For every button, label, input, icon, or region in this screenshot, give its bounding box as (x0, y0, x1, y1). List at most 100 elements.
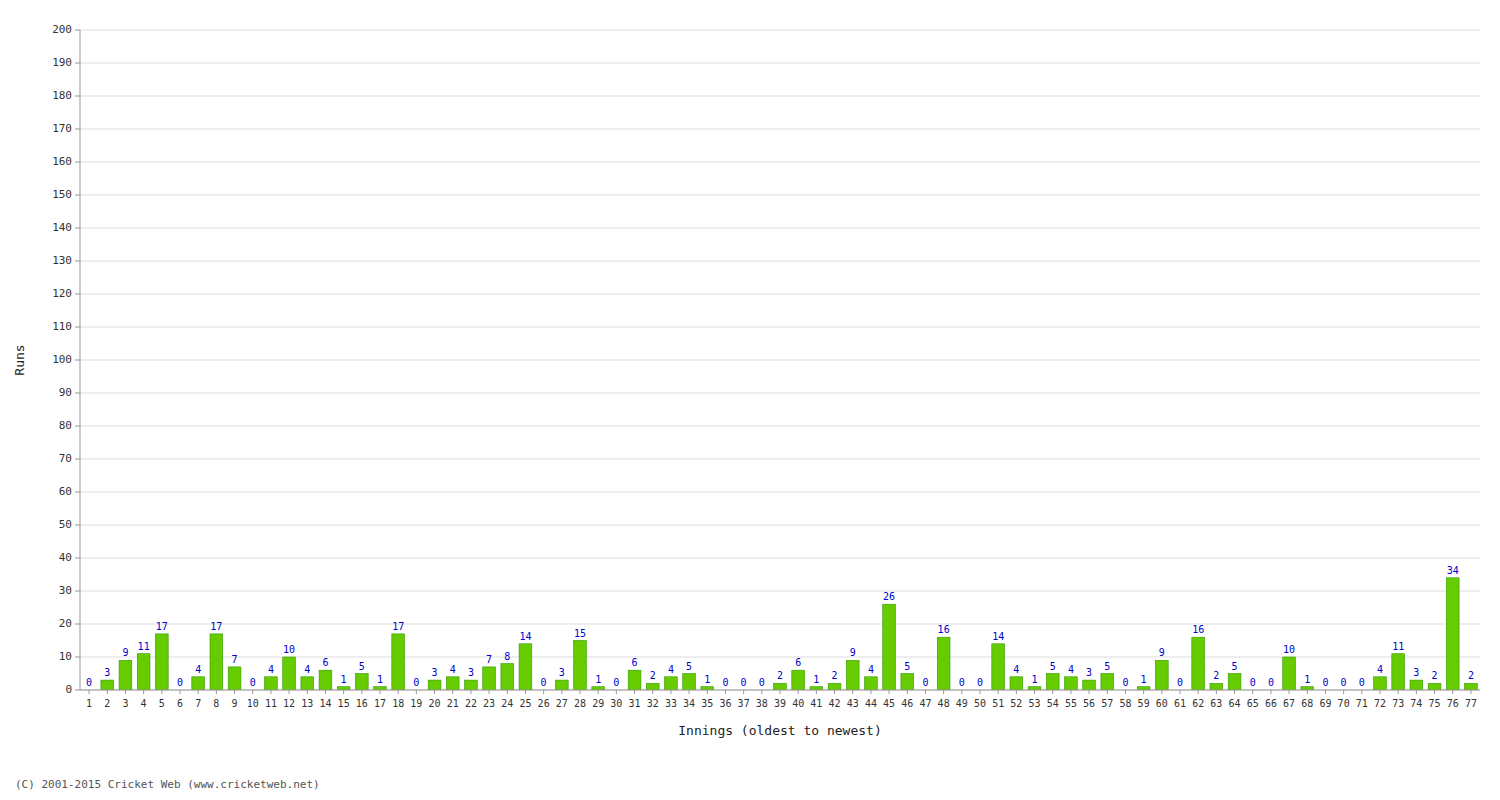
bar (265, 677, 278, 690)
x-tick (598, 690, 599, 694)
y-tick-label: 130 (52, 254, 72, 267)
data-label: 0 (1177, 677, 1183, 688)
x-tick-label: 34 (683, 698, 695, 709)
grid-line (80, 525, 1480, 526)
data-label: 4 (1068, 664, 1074, 675)
bar (483, 667, 496, 690)
x-tick (452, 690, 453, 694)
y-axis-label: Runs (12, 344, 27, 375)
x-tick (1289, 690, 1290, 694)
bar (210, 634, 223, 690)
x-tick (125, 690, 126, 694)
x-tick (434, 690, 435, 694)
y-tick-label: 110 (52, 320, 72, 333)
bar (1083, 680, 1096, 690)
bar (446, 677, 459, 690)
x-tick-label: 30 (610, 698, 622, 709)
x-tick-label: 69 (1319, 698, 1331, 709)
bar (774, 683, 787, 690)
data-label: 2 (777, 670, 783, 681)
data-label: 0 (541, 677, 547, 688)
grid-line (80, 426, 1480, 427)
data-label: 6 (632, 657, 638, 668)
grid-line (80, 195, 1480, 196)
y-tick-label: 160 (52, 155, 72, 168)
x-tick-label: 40 (792, 698, 804, 709)
y-tick-label: 70 (59, 452, 72, 465)
x-tick (1307, 690, 1308, 694)
x-tick (398, 690, 399, 694)
x-tick-label: 27 (556, 698, 568, 709)
grid-line (80, 63, 1480, 64)
data-label: 17 (210, 621, 222, 632)
x-tick-label: 64 (1229, 698, 1241, 709)
data-label: 16 (1192, 624, 1204, 635)
bar (1228, 674, 1241, 691)
y-tick-label: 40 (59, 551, 72, 564)
x-tick-label: 70 (1338, 698, 1350, 709)
x-tick-label: 8 (213, 698, 219, 709)
y-tick-label: 30 (59, 584, 72, 597)
y-tick (75, 261, 80, 262)
x-tick-label: 77 (1465, 698, 1477, 709)
data-label: 0 (177, 677, 183, 688)
x-tick-label: 66 (1265, 698, 1277, 709)
data-label: 5 (1232, 661, 1238, 672)
data-label: 0 (1122, 677, 1128, 688)
bar (1101, 674, 1114, 691)
y-tick-label: 150 (52, 188, 72, 201)
data-label: 34 (1447, 565, 1459, 576)
x-tick-label: 38 (756, 698, 768, 709)
chart-svg: 0102030405060708090100110120130140150160… (0, 0, 1500, 800)
x-tick-label: 16 (356, 698, 368, 709)
x-tick (616, 690, 617, 694)
x-tick (725, 690, 726, 694)
bar (646, 683, 659, 690)
data-label: 0 (1322, 677, 1328, 688)
data-label: 4 (668, 664, 674, 675)
data-label: 3 (1413, 667, 1419, 678)
x-tick-label: 20 (429, 698, 441, 709)
x-tick-label: 47 (919, 698, 931, 709)
x-tick (380, 690, 381, 694)
data-label: 0 (250, 677, 256, 688)
x-tick-label: 72 (1374, 698, 1386, 709)
data-label: 2 (1432, 670, 1438, 681)
y-tick-label: 170 (52, 122, 72, 135)
data-label: 2 (1213, 670, 1219, 681)
y-tick (75, 426, 80, 427)
x-tick-label: 53 (1029, 698, 1041, 709)
y-tick (75, 525, 80, 526)
data-label: 10 (283, 644, 295, 655)
x-tick (1252, 690, 1253, 694)
bar (992, 644, 1005, 690)
data-label: 14 (519, 631, 531, 642)
chart-container: 0102030405060708090100110120130140150160… (0, 0, 1500, 800)
grid-line (80, 261, 1480, 262)
bar (1392, 654, 1405, 690)
data-label: 3 (468, 667, 474, 678)
x-tick-label: 17 (374, 698, 386, 709)
x-tick (1343, 690, 1344, 694)
x-tick (1198, 690, 1199, 694)
grid-line (80, 96, 1480, 97)
x-tick-label: 41 (810, 698, 822, 709)
x-axis: 1234567891011121314151617181920212223242… (86, 690, 1477, 709)
bar (1446, 578, 1459, 690)
x-tick-label: 71 (1356, 698, 1368, 709)
y-tick-label: 190 (52, 56, 72, 69)
x-tick-label: 65 (1247, 698, 1259, 709)
bar (392, 634, 405, 690)
data-label: 1 (704, 674, 710, 685)
bar (155, 634, 168, 690)
data-label: 6 (795, 657, 801, 668)
x-tick (852, 690, 853, 694)
x-tick (234, 690, 235, 694)
y-tick-label: 0 (65, 683, 72, 696)
x-tick (816, 690, 817, 694)
data-label: 0 (1341, 677, 1347, 688)
x-tick (107, 690, 108, 694)
x-tick-label: 21 (447, 698, 459, 709)
x-tick (1361, 690, 1362, 694)
x-tick (670, 690, 671, 694)
